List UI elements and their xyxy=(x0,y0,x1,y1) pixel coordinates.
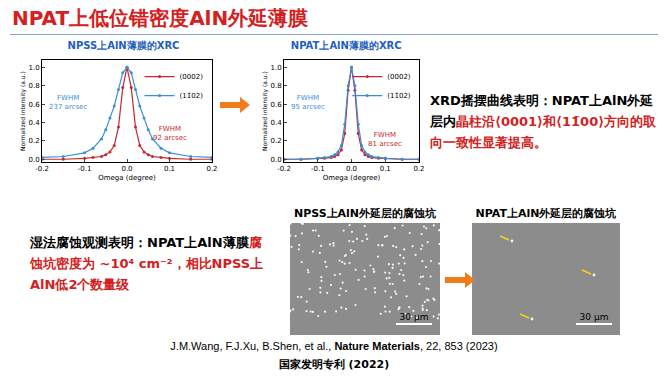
svg-text:FWHM237 arcsec: FWHM237 arcsec xyxy=(49,94,87,111)
svg-text:FWHM95 arcsec: FWHM95 arcsec xyxy=(291,94,325,111)
svg-text:30 μm: 30 μm xyxy=(400,312,429,322)
svg-text:0.0: 0.0 xyxy=(346,165,357,173)
svg-text:0.4: 0.4 xyxy=(28,119,40,127)
svg-text:1.0: 1.0 xyxy=(270,64,281,72)
svg-text:FWHM92 arcsec: FWHM92 arcsec xyxy=(153,125,187,142)
svg-text:0.8: 0.8 xyxy=(28,82,39,90)
svg-text:0.6: 0.6 xyxy=(28,101,40,109)
svg-text:-0.1: -0.1 xyxy=(311,165,325,173)
svg-text:0.2: 0.2 xyxy=(28,137,39,145)
html-text:NPSS上AlN外延层的腐蚀坑: NPSS上AlN外延层的腐蚀坑 xyxy=(293,207,436,220)
svg-text:(0002): (0002) xyxy=(387,73,411,81)
html-text:NPAT上低位错密度AlN外延薄膜: NPAT上低位错密度AlN外延薄膜 xyxy=(12,6,309,30)
svg-text:NPAT上AlN薄膜的XRC: NPAT上AlN薄膜的XRC xyxy=(291,40,402,51)
svg-text:Omega (degree): Omega (degree) xyxy=(98,174,156,182)
svg-text:0.2: 0.2 xyxy=(413,165,424,173)
svg-text:0.0: 0.0 xyxy=(270,156,281,164)
svg-text:(11̄02): (11̄02) xyxy=(387,92,411,100)
svg-text:FWHM81 arcsec: FWHM81 arcsec xyxy=(368,131,402,148)
svg-text:-0.2: -0.2 xyxy=(277,165,291,173)
html-text:国家发明专利 (2022): 国家发明专利 (2022) xyxy=(278,358,390,371)
svg-text:Normalized intensity (a.u.): Normalized intensity (a.u.) xyxy=(261,71,269,151)
svg-text:0.1: 0.1 xyxy=(164,165,175,173)
svg-text:1.0: 1.0 xyxy=(28,64,39,72)
svg-text:0.6: 0.6 xyxy=(270,101,282,109)
svg-text:0.8: 0.8 xyxy=(270,82,281,90)
svg-text:0.2: 0.2 xyxy=(270,137,281,145)
html-text:NPAT上AlN外延层的腐蚀坑: NPAT上AlN外延层的腐蚀坑 xyxy=(475,207,617,220)
svg-text:0.1: 0.1 xyxy=(380,165,391,173)
svg-text:0.2: 0.2 xyxy=(206,165,217,173)
svg-text:NPSS上AlN薄膜的XRC: NPSS上AlN薄膜的XRC xyxy=(68,40,180,51)
svg-text:Normalized intensity (a.u.): Normalized intensity (a.u.) xyxy=(19,71,27,151)
svg-text:(11̄02): (11̄02) xyxy=(180,92,204,100)
svg-text:-0.1: -0.1 xyxy=(78,165,92,173)
html-text:J.M.Wang, F.J.Xu, B.Shen, et a: J.M.Wang, F.J.Xu, B.Shen, et al., Nature… xyxy=(170,340,498,352)
html-text:湿法腐蚀观测表明：NPAT上AlN薄膜腐蚀坑密度为 ~10⁴: 湿法腐蚀观测表明：NPAT上AlN薄膜腐蚀坑密度为 ~10⁴ cm⁻²，相比NP… xyxy=(30,235,264,292)
svg-text:0.0: 0.0 xyxy=(28,156,39,164)
svg-text:0.4: 0.4 xyxy=(270,119,282,127)
svg-text:0.0: 0.0 xyxy=(121,165,132,173)
svg-text:-0.2: -0.2 xyxy=(35,165,49,173)
svg-text:30 μm: 30 μm xyxy=(580,312,609,322)
html-text:XRD摇摆曲线表明：NPAT上AlN外延层内晶柱沿⟨0001: XRD摇摆曲线表明：NPAT上AlN外延层内晶柱沿⟨0001⟩和⟨11̄00⟩方… xyxy=(430,93,657,150)
svg-text:Omega (degree): Omega (degree) xyxy=(323,174,381,182)
svg-text:(0002): (0002) xyxy=(180,73,204,81)
